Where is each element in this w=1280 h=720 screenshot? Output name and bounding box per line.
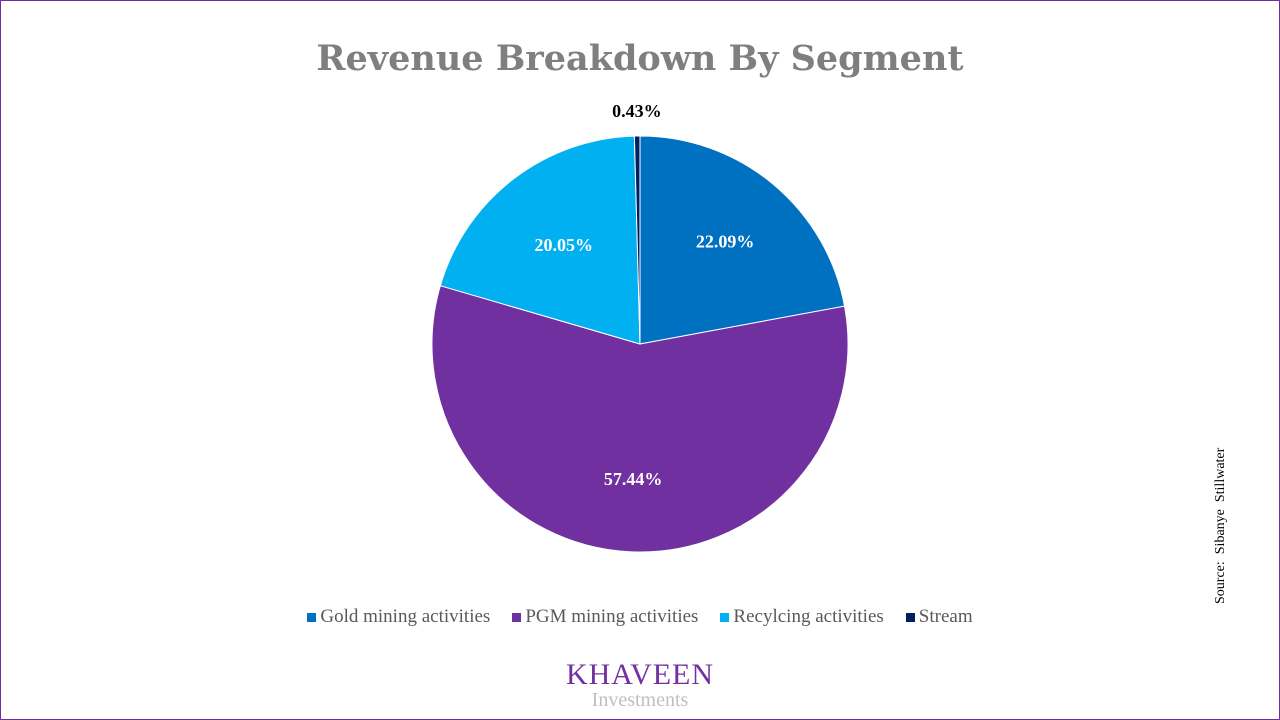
logo-main-text: KHAVEEN [565,658,715,691]
legend-item-recylcing-activities: Recylcing activities [720,606,884,628]
pie-slice-gold-mining-activities [639,135,846,345]
legend-label-gold-mining-activities: Gold mining activities [320,606,491,627]
legend-swatch-gold-mining-activities [307,612,317,622]
legend-item-gold-mining-activities: Gold mining activities [307,606,490,628]
khaveen-logo: KHAVEEN Investments [0,658,1280,711]
legend-item-pgm-mining-activities: PGM mining activities [512,606,698,628]
legend-swatch-recylcing-activities [720,612,730,622]
legend-swatch-stream [905,612,915,622]
data-label-stream: 0.43% [612,101,662,121]
legend-swatch-pgm-mining-activities [512,612,522,622]
data-label-gold-mining-activities: 22.09% [696,232,755,252]
legend-item-stream: Stream [905,606,973,628]
legend-label-recylcing-activities: Recylcing activities [733,606,884,627]
data-label-pgm-mining-activities: 57.44% [604,469,663,489]
pie-slice-pgm-mining-activities [431,285,849,553]
legend-label-stream: Stream [918,606,973,627]
pie-slice-recylcing-activities [439,135,641,345]
legend-label-pgm-mining-activities: PGM mining activities [525,606,699,627]
source-note: Source: Sibanye Stillwater [1213,447,1228,604]
chart-title: Revenue Breakdown By Segment [316,38,964,79]
legend: Gold mining activities PGM mining activit… [0,606,1280,628]
logo-sub-text: Investments [591,689,689,711]
pie-slice-stream [633,135,641,345]
data-label-recylcing-activities: 20.05% [535,235,594,255]
